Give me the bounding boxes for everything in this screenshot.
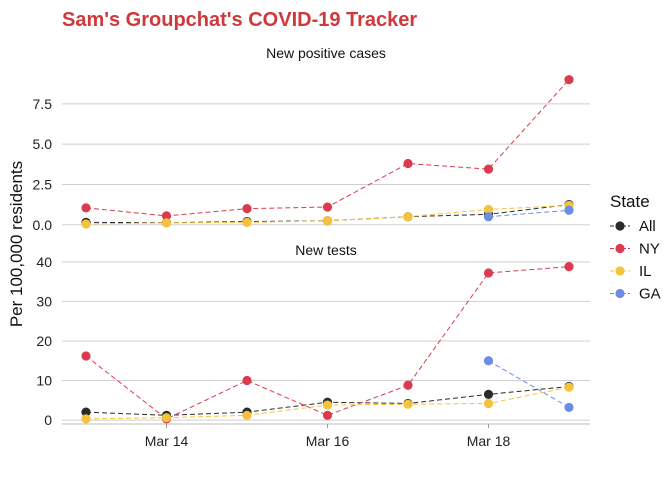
panel-gridlines: [62, 261, 590, 421]
legend-items: All NY IL GA: [610, 218, 661, 303]
legend-label-ny: NY: [639, 241, 660, 258]
legend-key-dot-ny: [615, 243, 625, 254]
y-tick-label: 0: [44, 412, 52, 428]
x-tick-label: Mar 18: [467, 433, 511, 449]
data-point-ny: [403, 158, 413, 169]
series-line-ga: [488, 209, 570, 218]
data-point-ny: [322, 410, 333, 420]
panel-series: [81, 262, 574, 424]
data-point-ga: [564, 402, 574, 413]
data-point-ga: [483, 212, 494, 222]
legend-key-dot-il: [615, 266, 625, 276]
panel-series: [81, 75, 574, 229]
data-point-ny: [81, 351, 91, 361]
legend-title: State: [610, 192, 650, 211]
panel-new-tests: New tests 0 10 20 30 40: [36, 242, 590, 428]
data-point-il: [81, 414, 91, 424]
y-tick-label: 0.0: [33, 217, 53, 233]
series-line-ny: [85, 79, 570, 217]
data-point-ny: [483, 164, 494, 174]
y-tick-labels: 0.0 2.5 5.0 7.5: [33, 96, 53, 233]
legend-key-dot-all: [615, 221, 625, 231]
legend-key-dot-ga: [615, 288, 625, 299]
data-point-il: [403, 212, 413, 222]
data-point-il: [242, 217, 252, 227]
data-point-ny: [322, 202, 333, 212]
series-line-ga: [488, 360, 570, 408]
data-point-all: [81, 407, 91, 417]
panel-title-new-positive-cases: New positive cases: [266, 45, 386, 61]
data-point-ny: [242, 375, 252, 386]
chart-title: Sam's Groupchat's COVID-19 Tracker: [62, 9, 417, 31]
data-point-il: [322, 216, 333, 226]
data-point-il: [403, 399, 413, 409]
data-point-ny: [242, 204, 252, 214]
data-point-il: [242, 410, 252, 420]
legend-label-ga: GA: [639, 286, 661, 303]
series-line-ny: [85, 266, 570, 420]
legend: State All NY IL GA: [610, 192, 661, 303]
panel-new-positive-cases: New positive cases 0.0 2.5 5.0 7.5: [33, 45, 590, 233]
data-point-il: [483, 204, 494, 215]
legend-label-all: All: [639, 218, 656, 235]
data-point-ny: [81, 203, 91, 213]
x-tick-label: Mar 16: [306, 433, 350, 449]
data-point-ny: [483, 268, 494, 278]
y-tick-label: 10: [36, 373, 52, 389]
data-point-ga: [564, 205, 574, 215]
data-point-il: [564, 382, 574, 392]
y-tick-labels: 0 10 20 30 40: [36, 254, 52, 428]
x-tick-label: Mar 14: [145, 433, 189, 449]
panel-title-new-tests: New tests: [295, 242, 356, 258]
data-point-ny: [564, 75, 574, 85]
data-point-ny: [564, 262, 574, 272]
y-tick-label: 30: [36, 293, 52, 309]
y-tick-label: 40: [36, 254, 52, 270]
y-tick-label: 5.0: [33, 136, 53, 152]
y-tick-label: 7.5: [33, 96, 53, 112]
data-point-ny: [161, 211, 172, 221]
legend-label-il: IL: [639, 263, 652, 280]
data-point-il: [81, 219, 91, 229]
data-point-il: [161, 413, 172, 423]
data-point-all: [483, 389, 494, 399]
x-axis-ticks: Mar 14 Mar 16 Mar 18: [145, 424, 511, 449]
data-point-il: [161, 218, 172, 228]
data-point-ga: [483, 356, 494, 366]
y-tick-label: 2.5: [33, 176, 53, 192]
data-point-ny: [403, 380, 413, 390]
data-point-il: [483, 398, 494, 409]
y-tick-label: 20: [36, 333, 52, 349]
y-axis-label: Per 100,000 residents: [7, 161, 26, 327]
data-point-il: [322, 400, 333, 410]
